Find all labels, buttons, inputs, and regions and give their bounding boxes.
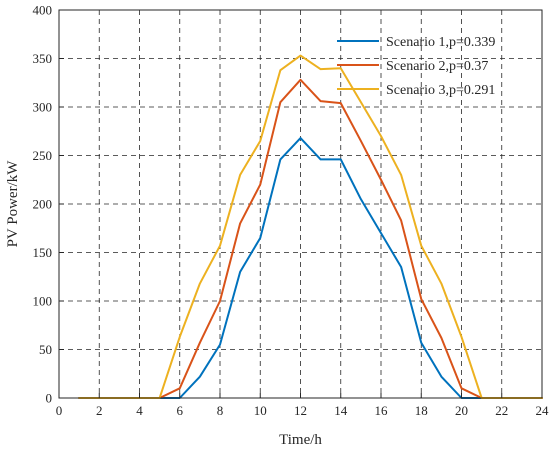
y-tick-label: 150 — [33, 245, 53, 260]
x-tick-label: 10 — [254, 403, 267, 418]
x-tick-label: 12 — [294, 403, 307, 418]
x-tick-label: 2 — [96, 403, 103, 418]
y-tick-label: 350 — [33, 51, 53, 66]
x-tick-label: 14 — [334, 403, 348, 418]
x-tick-label: 6 — [177, 403, 184, 418]
series-lines — [78, 54, 543, 399]
axis-ticks: 0 2 4 6 8 10 12 14 16 18 20 22 240501001502002503003… — [33, 3, 550, 419]
legend-label: Scenario 3,p=0.291 — [386, 83, 495, 98]
x-tick-label: 0 — [56, 403, 63, 418]
x-tick-label: 16 — [375, 403, 389, 418]
x-tick-label: 4 — [136, 403, 143, 418]
legend: Scenario 1,p=0.339 Scenario 2,p=0.37 Scena… — [337, 35, 495, 98]
y-tick-label: 300 — [33, 100, 53, 115]
series-line-scenario-3 — [78, 54, 543, 399]
grid-lines — [59, 10, 542, 398]
x-tick-label: 24 — [536, 403, 550, 418]
x-tick-label: 20 — [455, 403, 468, 418]
y-tick-label: 250 — [33, 148, 53, 163]
y-tick-label: 50 — [39, 342, 52, 357]
y-axis-label: PV Power/kW — [5, 160, 21, 248]
x-tick-label: 22 — [495, 403, 508, 418]
x-axis-label: Time/h — [279, 432, 322, 448]
y-tick-label: 100 — [33, 294, 53, 309]
series-line-scenario-2 — [78, 78, 543, 399]
y-tick-label: 0 — [46, 391, 53, 406]
x-tick-label: 8 — [217, 403, 224, 418]
x-tick-label: 18 — [415, 403, 428, 418]
legend-label: Scenario 2,p=0.37 — [386, 59, 488, 74]
legend-label: Scenario 1,p=0.339 — [386, 35, 495, 50]
y-tick-label: 400 — [33, 3, 53, 18]
y-tick-label: 200 — [33, 197, 53, 212]
series-line-scenario-1 — [78, 137, 543, 399]
